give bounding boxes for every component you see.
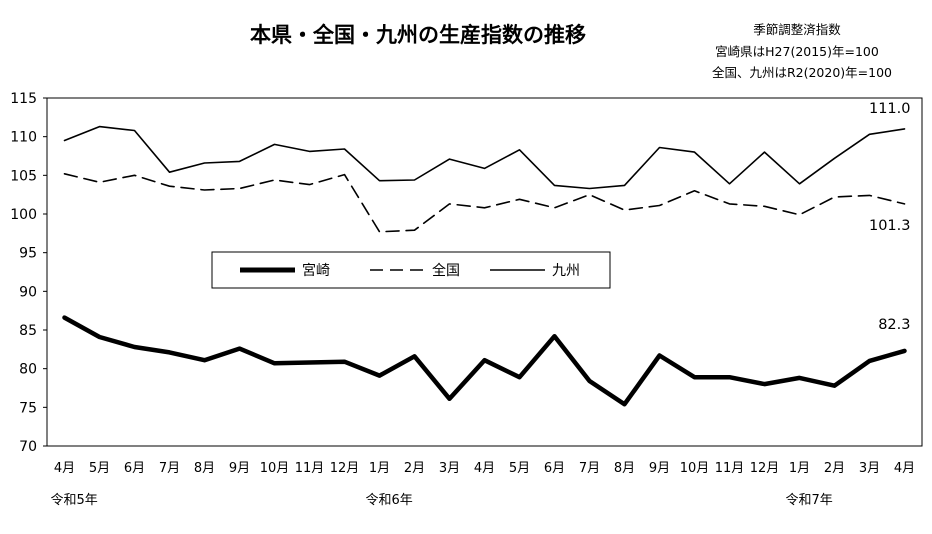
y-tick-label: 95 xyxy=(19,246,37,262)
end-label-national: 101.3 xyxy=(869,218,911,234)
series-layer xyxy=(62,125,907,407)
index-note-seasonal: 季節調整済指数 xyxy=(753,22,841,37)
x-tick-label: 8月 xyxy=(194,461,215,476)
series-line-kyushu xyxy=(63,125,906,190)
x-tick-label: 2月 xyxy=(404,461,425,476)
y-tick-label: 115 xyxy=(10,91,37,107)
x-tick-label: 4月 xyxy=(54,461,75,476)
era-label: 令和7年 xyxy=(786,493,833,508)
x-tick-label: 11月 xyxy=(715,461,745,476)
y-tick-label: 85 xyxy=(19,323,37,339)
end-label-kyushu: 111.0 xyxy=(869,101,911,117)
y-tick-label: 105 xyxy=(10,168,37,184)
x-tick-label: 1月 xyxy=(789,461,810,476)
x-tick-label: 7月 xyxy=(579,461,600,476)
x-tick-label: 5月 xyxy=(509,461,530,476)
x-tick-label: 6月 xyxy=(544,461,565,476)
x-tick-label: 9月 xyxy=(229,461,250,476)
y-tick-label: 80 xyxy=(19,362,37,378)
y-tick-label: 70 xyxy=(19,439,37,455)
legend-label-miyazaki: 宮崎 xyxy=(302,263,330,279)
x-tick-label: 10月 xyxy=(680,461,710,476)
legend-label-kyushu: 九州 xyxy=(552,263,580,279)
x-tick-label: 5月 xyxy=(89,461,110,476)
end-label-miyazaki: 82.3 xyxy=(878,317,910,333)
x-tick-label: 4月 xyxy=(474,461,495,476)
index-note-miyazaki-base: 宮崎県はH27(2015)年=100 xyxy=(715,44,879,59)
x-tick-label: 1月 xyxy=(369,461,390,476)
x-tick-label: 4月 xyxy=(894,461,915,476)
legend-label-national: 全国 xyxy=(432,262,460,279)
x-tick-label: 11月 xyxy=(295,461,325,476)
x-tick-label: 8月 xyxy=(614,461,635,476)
y-tick-label: 75 xyxy=(19,400,37,416)
era-label: 令和5年 xyxy=(51,493,98,508)
x-tick-label: 12月 xyxy=(750,461,780,476)
x-tick-label: 10月 xyxy=(260,461,290,476)
era-label: 令和6年 xyxy=(366,493,413,508)
y-tick-label: 100 xyxy=(10,207,37,223)
x-tick-label: 2月 xyxy=(824,461,845,476)
x-tick-label: 3月 xyxy=(859,461,880,476)
end-labels: 82.3 101.3 111.0 xyxy=(869,101,911,333)
y-tick-label: 110 xyxy=(10,130,37,146)
y-axis: 70 75 80 85 90 95 100 105 110 115 xyxy=(10,91,47,455)
series-line-national xyxy=(63,173,906,233)
y-tick-label: 90 xyxy=(19,284,37,300)
x-tick-label: 6月 xyxy=(124,461,145,476)
index-note-national-kyushu-base: 全国、九州はR2(2020)年=100 xyxy=(712,65,892,80)
x-axis: 4月 5月 6月 7月 8月 9月 10月 11月 12月 1月 2月 3月 4月 5月 6月 7月 8月 9月 1… xyxy=(51,461,916,508)
x-tick-label: 12月 xyxy=(330,461,360,476)
plot-area xyxy=(46,97,923,447)
x-tick-label: 9月 xyxy=(649,461,670,476)
x-tick-label: 7月 xyxy=(159,461,180,476)
legend: 宮崎 全国 九州 xyxy=(211,251,611,289)
chart-title: 本県・全国・九州の生産指数の推移 xyxy=(250,23,586,47)
x-tick-label: 3月 xyxy=(439,461,460,476)
series-line-miyazaki xyxy=(62,315,907,407)
